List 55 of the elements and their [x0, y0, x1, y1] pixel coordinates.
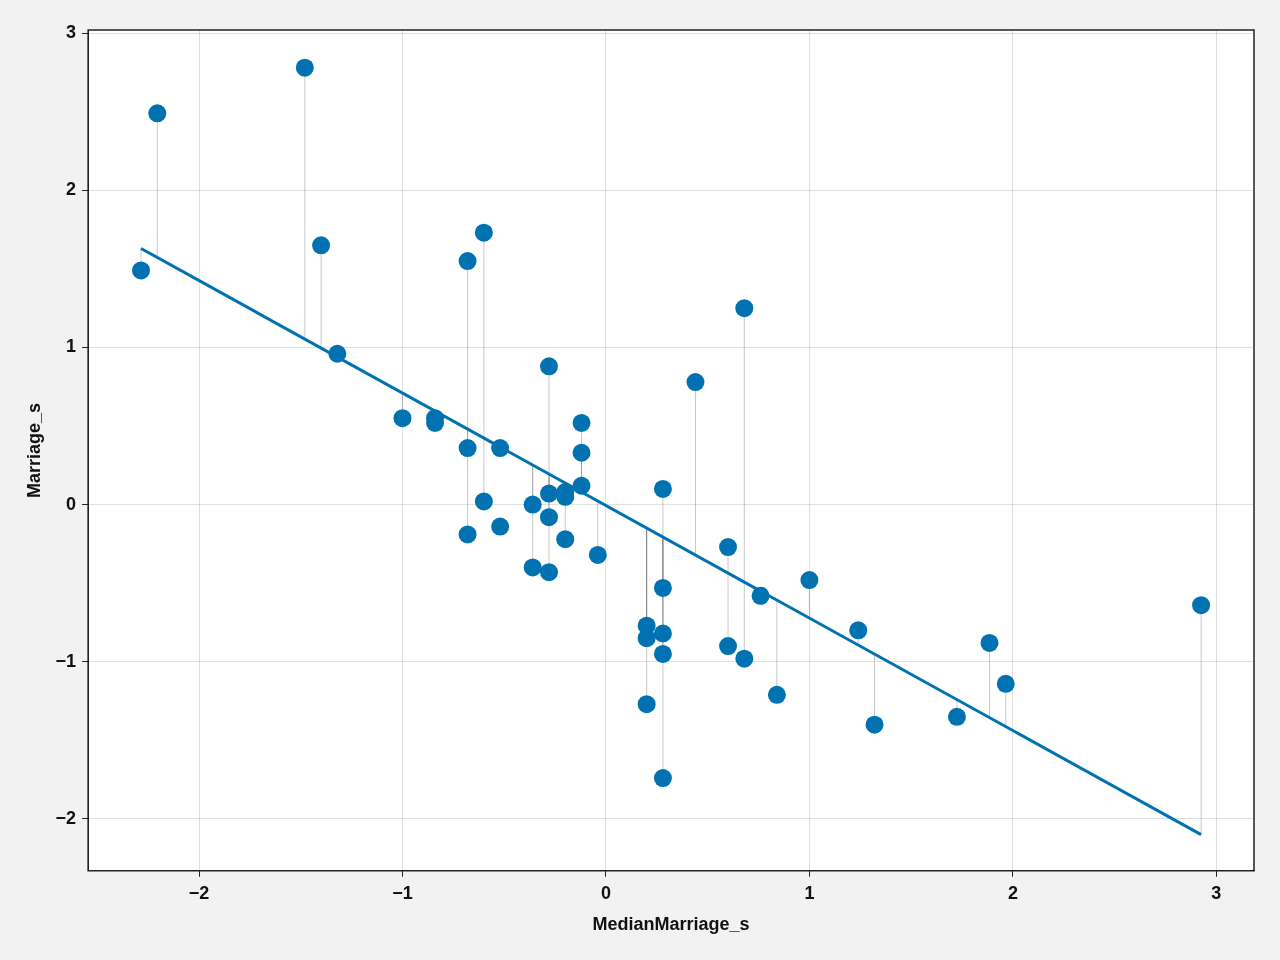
- point: [849, 621, 868, 640]
- point: [295, 58, 314, 77]
- point: [458, 525, 477, 544]
- point: [735, 299, 754, 318]
- point: [653, 624, 672, 643]
- point: [719, 637, 738, 656]
- point: [312, 236, 331, 255]
- point: [539, 508, 558, 527]
- point: [637, 629, 656, 648]
- point: [735, 649, 754, 668]
- point: [572, 443, 591, 462]
- point: [458, 252, 477, 271]
- point: [458, 439, 477, 458]
- y-axis-title: Marriage_s: [23, 402, 44, 498]
- x-axis-title: MedianMarriage_s: [592, 914, 750, 935]
- x-tick-label: 3: [1211, 882, 1222, 903]
- x-tick-label: −2: [188, 882, 210, 903]
- point: [653, 769, 672, 788]
- x-tick-label: 1: [804, 882, 815, 903]
- y-tick-label: 1: [66, 336, 77, 357]
- point: [865, 715, 884, 734]
- y-tick-label: −2: [55, 807, 77, 828]
- x-tick-label: 2: [1007, 882, 1018, 903]
- y-tick-label: −1: [55, 650, 77, 671]
- point: [523, 558, 542, 577]
- point: [653, 578, 672, 597]
- point: [491, 517, 510, 536]
- point: [132, 261, 151, 280]
- point: [539, 563, 558, 582]
- point: [1192, 596, 1211, 615]
- point: [719, 538, 738, 557]
- point: [556, 530, 575, 549]
- point: [539, 357, 558, 376]
- point: [653, 479, 672, 498]
- y-tick-label: 3: [66, 22, 77, 43]
- point: [980, 633, 999, 652]
- point: [474, 492, 493, 511]
- point: [588, 545, 607, 564]
- x-tick-label: 0: [600, 882, 611, 903]
- point: [653, 644, 672, 663]
- point: [947, 707, 966, 726]
- y-tick-label: 0: [66, 493, 77, 514]
- y-tick-label: 2: [66, 179, 77, 200]
- point: [800, 571, 819, 590]
- point: [686, 373, 705, 392]
- point: [572, 413, 591, 432]
- x-tick-label: −1: [392, 882, 413, 903]
- point: [539, 484, 558, 503]
- point: [523, 495, 542, 514]
- point: [148, 104, 167, 123]
- point: [637, 695, 656, 714]
- point: [767, 685, 786, 704]
- point: [393, 409, 412, 428]
- point: [474, 223, 493, 242]
- point: [996, 674, 1015, 693]
